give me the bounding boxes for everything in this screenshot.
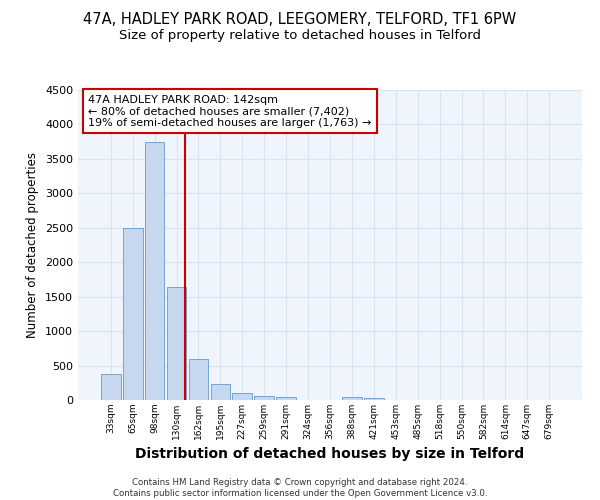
Bar [167, 287, 187, 400]
Bar [145, 142, 164, 400]
Text: Contains HM Land Registry data © Crown copyright and database right 2024.
Contai: Contains HM Land Registry data © Crown c… [113, 478, 487, 498]
Bar [364, 398, 384, 400]
Bar [276, 397, 296, 400]
Text: Size of property relative to detached houses in Telford: Size of property relative to detached ho… [119, 30, 481, 43]
Y-axis label: Number of detached properties: Number of detached properties [26, 152, 40, 338]
Text: 47A HADLEY PARK ROAD: 142sqm
← 80% of detached houses are smaller (7,402)
19% of: 47A HADLEY PARK ROAD: 142sqm ← 80% of de… [88, 94, 371, 128]
Bar [123, 228, 143, 400]
Bar [211, 384, 230, 400]
Bar [342, 396, 362, 400]
Bar [254, 396, 274, 400]
Text: 47A, HADLEY PARK ROAD, LEEGOMERY, TELFORD, TF1 6PW: 47A, HADLEY PARK ROAD, LEEGOMERY, TELFOR… [83, 12, 517, 28]
Bar [188, 360, 208, 400]
X-axis label: Distribution of detached houses by size in Telford: Distribution of detached houses by size … [136, 448, 524, 462]
Bar [101, 374, 121, 400]
Bar [232, 393, 252, 400]
